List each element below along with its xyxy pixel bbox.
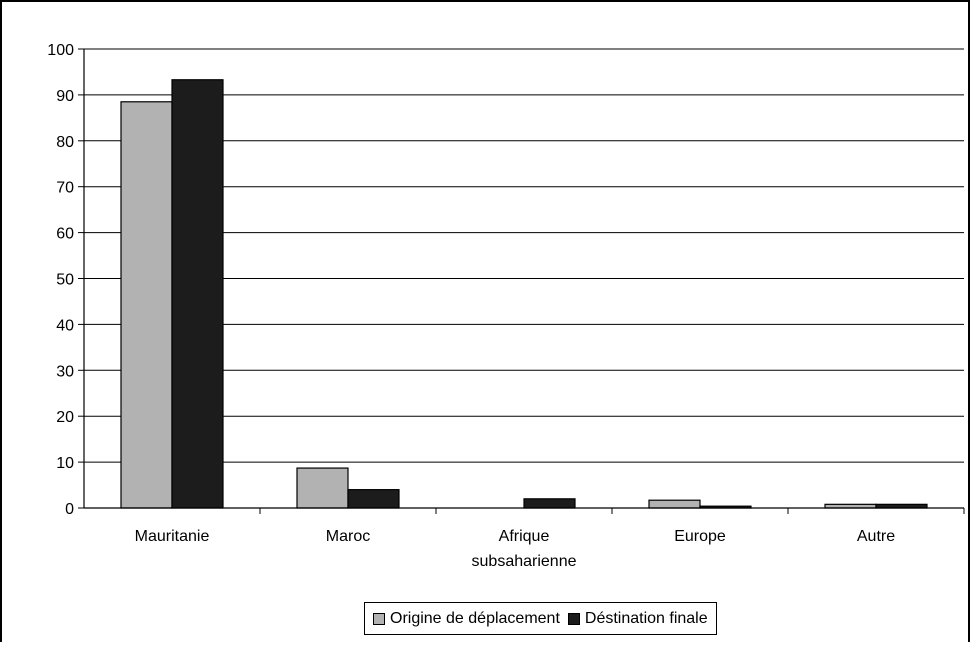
legend-item-origine: Origine de déplacement (373, 610, 560, 628)
y-tick-label: 10 (56, 455, 74, 472)
y-tick-label: 90 (56, 88, 74, 105)
x-tick-label: Afrique (499, 528, 550, 545)
legend: Origine de déplacement Déstination final… (364, 602, 717, 635)
legend-label-destination: Déstination finale (584, 609, 708, 627)
y-tick-label: 100 (47, 42, 74, 59)
bar-origine (648, 499, 701, 509)
y-tick-label: 80 (56, 134, 74, 151)
bar-origine (120, 101, 173, 509)
legend-swatch-destination (567, 612, 580, 625)
x-tick-label: Autre (857, 528, 895, 545)
y-tick-label: 30 (56, 363, 74, 380)
axes (78, 48, 965, 514)
x-tick-label: Maroc (326, 528, 370, 545)
x-tick-label: subsaharienne (472, 553, 577, 570)
y-tick-label: 0 (65, 501, 74, 518)
y-tick-label: 40 (56, 317, 74, 334)
y-tick-label: 50 (56, 272, 74, 289)
axis-labels: 0 10 20 30 40 50 60 70 80 90 100 Mauritanie Maroc Afr… (47, 42, 895, 570)
y-tick-label: 70 (56, 180, 74, 197)
bar-destination (171, 79, 224, 509)
x-tick-label: Europe (674, 528, 726, 545)
legend-item-destination: Déstination finale (567, 609, 708, 628)
gridlines (84, 48, 964, 463)
legend-swatch-origine (373, 612, 385, 625)
bar-origine (296, 467, 349, 509)
legend-label-origine: Origine de déplacement (390, 609, 560, 627)
y-tick-label: 20 (56, 409, 74, 426)
y-tick-label: 60 (56, 226, 74, 243)
x-tick-label: Mauritanie (135, 528, 210, 545)
bars (120, 79, 928, 509)
bar-destination (347, 489, 400, 509)
bar-destination (523, 498, 576, 509)
